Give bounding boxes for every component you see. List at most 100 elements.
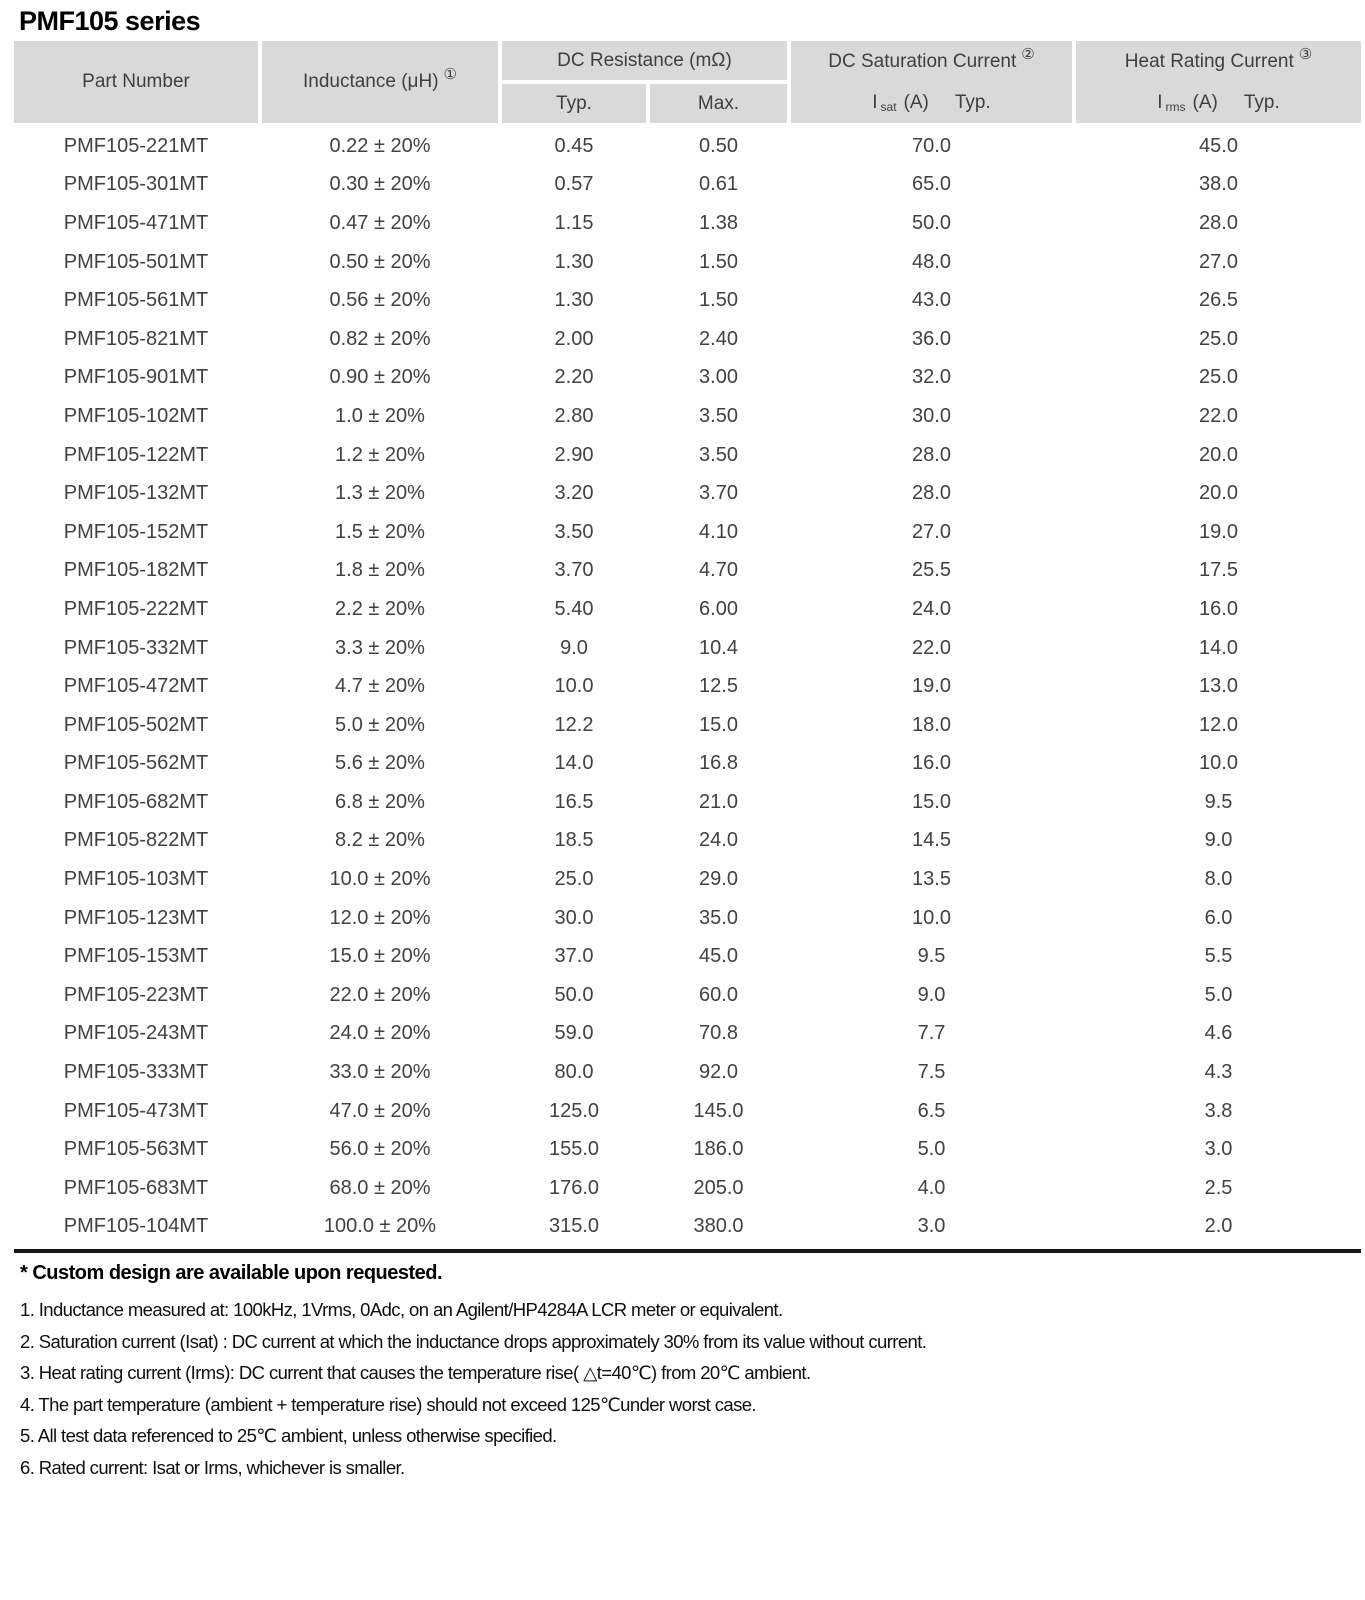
dcr-max-cell: 145.0 <box>693 1099 744 1122</box>
isat-cell: 30.0 <box>912 404 951 427</box>
header-saturation-title: DC Saturation Current ② <box>828 45 1035 72</box>
isat-cell: 15.0 <box>912 790 951 813</box>
header-dcr-typ-label: Typ. <box>556 92 592 114</box>
header-inductance: Inductance (μH) ① <box>262 41 498 123</box>
dcr-typ-cell: 10.0 <box>554 675 594 698</box>
part-number-cell: PMF105-132MT <box>63 482 209 505</box>
header-part-number: Part Number <box>14 41 258 123</box>
table-row: PMF105-132MT 1.3 ± 20% 3.20 3.70 28.0 20.0 <box>14 474 1361 513</box>
footnotes-section: * Custom design are available upon reque… <box>20 1262 1350 1488</box>
isat-cell: 7.5 <box>917 1061 946 1084</box>
part-number-cell: PMF105-821MT <box>63 327 209 350</box>
dcr-max-cell: 12.5 <box>699 675 738 698</box>
part-number-cell: PMF105-472MT <box>63 675 209 698</box>
dcr-typ-cell: 3.20 <box>554 482 594 505</box>
footnote-ref-1-icon: ① <box>443 66 457 83</box>
table-row: PMF105-501MT 0.50 ± 20% 1.30 1.50 48.0 27.0 <box>14 243 1361 282</box>
footnote-5: 5. All test data referenced to 25℃ ambie… <box>20 1425 557 1446</box>
irms-cell: 14.0 <box>1199 636 1238 659</box>
inductance-cell: 0.30 ± 20% <box>329 173 431 196</box>
inductance-cell: 10.0 ± 20% <box>329 868 431 891</box>
dcr-max-cell: 6.00 <box>699 597 738 620</box>
irms-cell: 27.0 <box>1199 250 1238 273</box>
dcr-max-cell: 70.8 <box>699 1022 738 1045</box>
table-row: PMF105-561MT 0.56 ± 20% 1.30 1.50 43.0 26.5 <box>14 281 1361 320</box>
isat-cell: 25.5 <box>912 559 951 582</box>
dcr-typ-cell: 1.30 <box>554 250 594 273</box>
isat-cell: 9.0 <box>917 983 946 1006</box>
table-row: PMF105-502MT 5.0 ± 20% 12.2 15.0 18.0 12.0 <box>14 706 1361 745</box>
inductance-cell: 3.3 ± 20% <box>335 636 425 659</box>
header-dcr-max: Max. <box>650 84 787 123</box>
dcr-max-cell: 60.0 <box>699 983 738 1006</box>
dcr-max-cell: 92.0 <box>699 1061 738 1084</box>
dcr-max-cell: 15.0 <box>699 713 738 736</box>
table-row: PMF105-821MT 0.82 ± 20% 2.00 2.40 36.0 25.0 <box>14 320 1361 359</box>
footnote-ref-2-icon: ② <box>1021 45 1035 63</box>
inductance-cell: 0.50 ± 20% <box>329 250 431 273</box>
irms-cell: 26.5 <box>1199 289 1238 312</box>
dcr-typ-cell: 12.2 <box>554 713 594 736</box>
dcr-max-cell: 29.0 <box>699 868 738 891</box>
isat-subscript: sat <box>880 99 897 114</box>
dcr-typ-cell: 25.0 <box>554 868 594 891</box>
dcr-typ-cell: 0.45 <box>554 134 594 157</box>
dcr-typ-cell: 18.5 <box>554 829 594 852</box>
dcr-max-cell: 186.0 <box>693 1138 744 1161</box>
dcr-max-cell: 380.0 <box>693 1215 744 1238</box>
dcr-typ-cell: 3.70 <box>554 559 594 582</box>
inductance-cell: 1.5 ± 20% <box>335 520 425 543</box>
irms-cell: 2.0 <box>1204 1215 1233 1238</box>
part-number-cell: PMF105-562MT <box>63 752 209 775</box>
table-row: PMF105-683MT 68.0 ± 20% 176.0 205.0 4.0 2.5 <box>14 1169 1361 1208</box>
table-row: PMF105-682MT 6.8 ± 20% 16.5 21.0 15.0 9.5 <box>14 783 1361 822</box>
header-part-number-label: Part Number <box>82 71 190 92</box>
dcr-typ-cell: 30.0 <box>554 906 594 929</box>
header-dc-resistance: DC Resistance (mΩ) <box>502 41 787 80</box>
table-row: PMF105-473MT 47.0 ± 20% 125.0 145.0 6.5 3.8 <box>14 1092 1361 1131</box>
dcr-typ-cell: 9.0 <box>560 636 588 659</box>
isat-cell: 6.5 <box>917 1099 946 1122</box>
part-number-cell: PMF105-333MT <box>63 1061 209 1084</box>
dcr-typ-cell: 5.40 <box>554 597 594 620</box>
irms-subscript: rms <box>1165 99 1186 114</box>
isat-cell: 18.0 <box>912 713 951 736</box>
irms-cell: 38.0 <box>1199 173 1238 196</box>
isat-cell: 13.5 <box>912 868 951 891</box>
irms-cell: 28.0 <box>1199 211 1238 234</box>
table-row: PMF105-152MT 1.5 ± 20% 3.50 4.10 27.0 19.0 <box>14 513 1361 552</box>
dcr-max-cell: 3.50 <box>699 443 738 466</box>
part-number-cell: PMF105-152MT <box>63 520 209 543</box>
part-number-cell: PMF105-223MT <box>63 983 209 1006</box>
dcr-max-cell: 35.0 <box>699 906 738 929</box>
irms-cell: 20.0 <box>1199 482 1238 505</box>
dcr-max-cell: 10.4 <box>699 636 738 659</box>
irms-cell: 10.0 <box>1199 752 1238 775</box>
dcr-max-cell: 16.8 <box>699 752 738 775</box>
part-number-cell: PMF105-243MT <box>63 1022 209 1045</box>
dcr-typ-cell: 0.57 <box>554 173 594 196</box>
isat-cell: 36.0 <box>912 327 951 350</box>
part-number-cell: PMF105-102MT <box>63 404 209 427</box>
irms-cell: 25.0 <box>1199 327 1238 350</box>
table-row: PMF105-122MT 1.2 ± 20% 2.90 3.50 28.0 20.0 <box>14 436 1361 475</box>
dcr-max-cell: 4.70 <box>699 559 738 582</box>
part-number-cell: PMF105-332MT <box>63 636 209 659</box>
irms-cell: 13.0 <box>1199 675 1238 698</box>
table-row: PMF105-222MT 2.2 ± 20% 5.40 6.00 24.0 16.0 <box>14 590 1361 629</box>
dcr-typ-cell: 50.0 <box>554 983 594 1006</box>
inductance-cell: 0.22 ± 20% <box>329 134 431 157</box>
table-row: PMF105-153MT 15.0 ± 20% 37.0 45.0 9.5 5.5 <box>14 937 1361 976</box>
dcr-typ-cell: 14.0 <box>554 752 594 775</box>
irms-cell: 4.6 <box>1204 1022 1233 1045</box>
isat-cell: 43.0 <box>912 289 951 312</box>
part-number-cell: PMF105-301MT <box>63 173 209 196</box>
dcr-max-cell: 0.61 <box>699 173 738 196</box>
part-number-cell: PMF105-502MT <box>63 713 209 736</box>
isat-cell: 48.0 <box>912 250 951 273</box>
inductance-cell: 100.0 ± 20% <box>323 1215 437 1238</box>
part-number-cell: PMF105-153MT <box>63 945 209 968</box>
part-number-cell: PMF105-473MT <box>63 1099 209 1122</box>
inductance-cell: 1.3 ± 20% <box>335 482 425 505</box>
part-number-cell: PMF105-122MT <box>63 443 209 466</box>
